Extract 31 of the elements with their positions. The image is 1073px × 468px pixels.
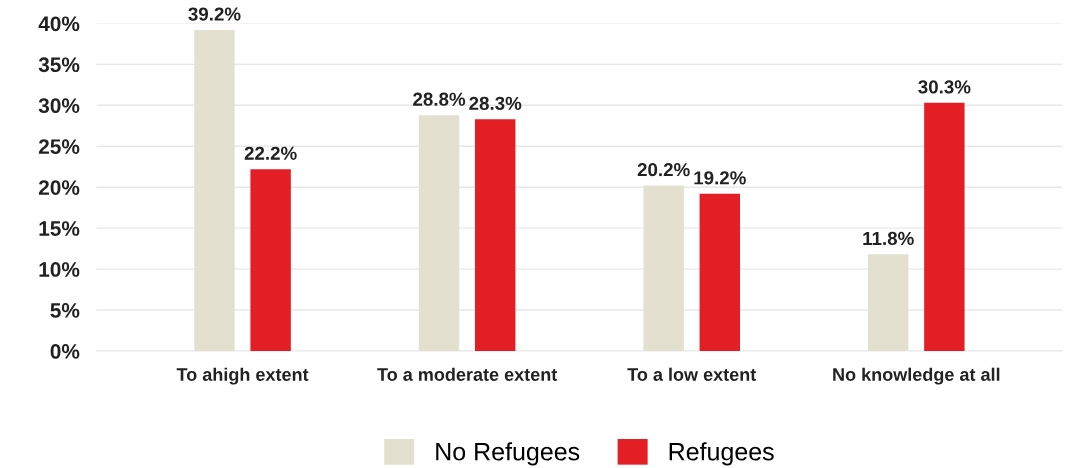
y-tick-label: 10% [39, 262, 80, 277]
bar [250, 169, 291, 351]
y-tick-label: 20% [38, 180, 80, 195]
data-label: 11.8% [863, 231, 914, 246]
y-tick-label: 15% [39, 221, 80, 236]
legend-label: No Refugees [436, 442, 580, 466]
data-label: 19.2% [694, 171, 746, 185]
y-tick-label: 25% [38, 139, 80, 154]
y-tick-label: 40% [38, 16, 80, 32]
bar [868, 254, 909, 351]
x-tick-label: No knowledge at all [833, 367, 1000, 385]
bar [924, 102, 965, 351]
bar [643, 185, 684, 351]
bar [418, 115, 460, 351]
data-label: 30.3% [918, 80, 971, 94]
x-tick-label: To ahigh extent [176, 367, 309, 385]
data-label: 20.2% [637, 163, 690, 177]
data-label: 28.3% [469, 96, 522, 110]
bar [474, 119, 516, 351]
y-tick-label: 35% [38, 57, 80, 73]
data-label: 22.2% [244, 146, 297, 160]
data-label: 28.8% [413, 92, 466, 106]
y-tick-label: 0% [50, 344, 80, 359]
data-label: 39.2% [188, 7, 241, 21]
bar [194, 29, 235, 351]
y-tick-label: 5% [50, 303, 80, 318]
x-tick-label: To a low extent [627, 367, 757, 381]
y-tick-label: 30% [38, 98, 80, 114]
legend-label: Refugees [669, 442, 774, 466]
x-tick-label: To a moderate extent [377, 367, 558, 381]
bar [699, 193, 740, 351]
